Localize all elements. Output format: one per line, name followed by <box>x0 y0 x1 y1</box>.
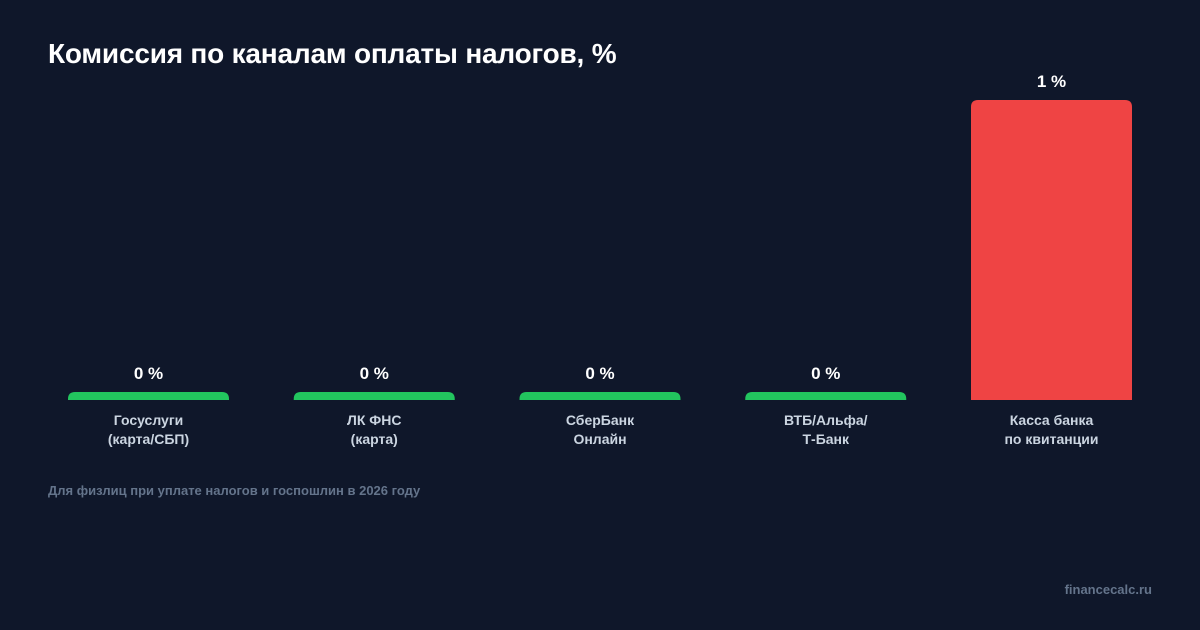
value-label-2: 0 % <box>585 364 614 383</box>
value-label-3: 0 % <box>811 364 840 383</box>
category-label-1-line-1: (карта) <box>351 431 398 447</box>
bar-1 <box>293 392 455 400</box>
category-label-3-line-0: ВТБ/Альфа/ <box>784 412 868 428</box>
category-label-0-line-0: Госуслуги <box>114 412 184 428</box>
chart-subtitle: Для физлиц при уплате налогов и госпошли… <box>48 483 421 498</box>
value-label-0: 0 % <box>134 364 163 383</box>
bar-2 <box>519 392 681 400</box>
category-label-3-line-1: Т-Банк <box>802 431 850 447</box>
chart-title: Комиссия по каналам оплаты налогов, % <box>48 38 617 69</box>
category-label-1-line-0: ЛК ФНС <box>347 412 401 428</box>
category-label-4-line-1: по квитанции <box>1004 431 1098 447</box>
value-label-4: 1 % <box>1037 72 1066 91</box>
category-label-4-line-0: Касса банка <box>1010 412 1094 428</box>
bar-0 <box>68 392 229 400</box>
category-label-0-line-1: (карта/СБП) <box>108 431 189 447</box>
bar-3 <box>745 392 907 400</box>
category-label-2-line-0: СберБанк <box>566 412 635 428</box>
category-label-2-line-1: Онлайн <box>573 431 626 447</box>
value-label-1: 0 % <box>360 364 389 383</box>
bar-4 <box>971 100 1132 400</box>
site-watermark: financecalc.ru <box>1064 582 1152 597</box>
